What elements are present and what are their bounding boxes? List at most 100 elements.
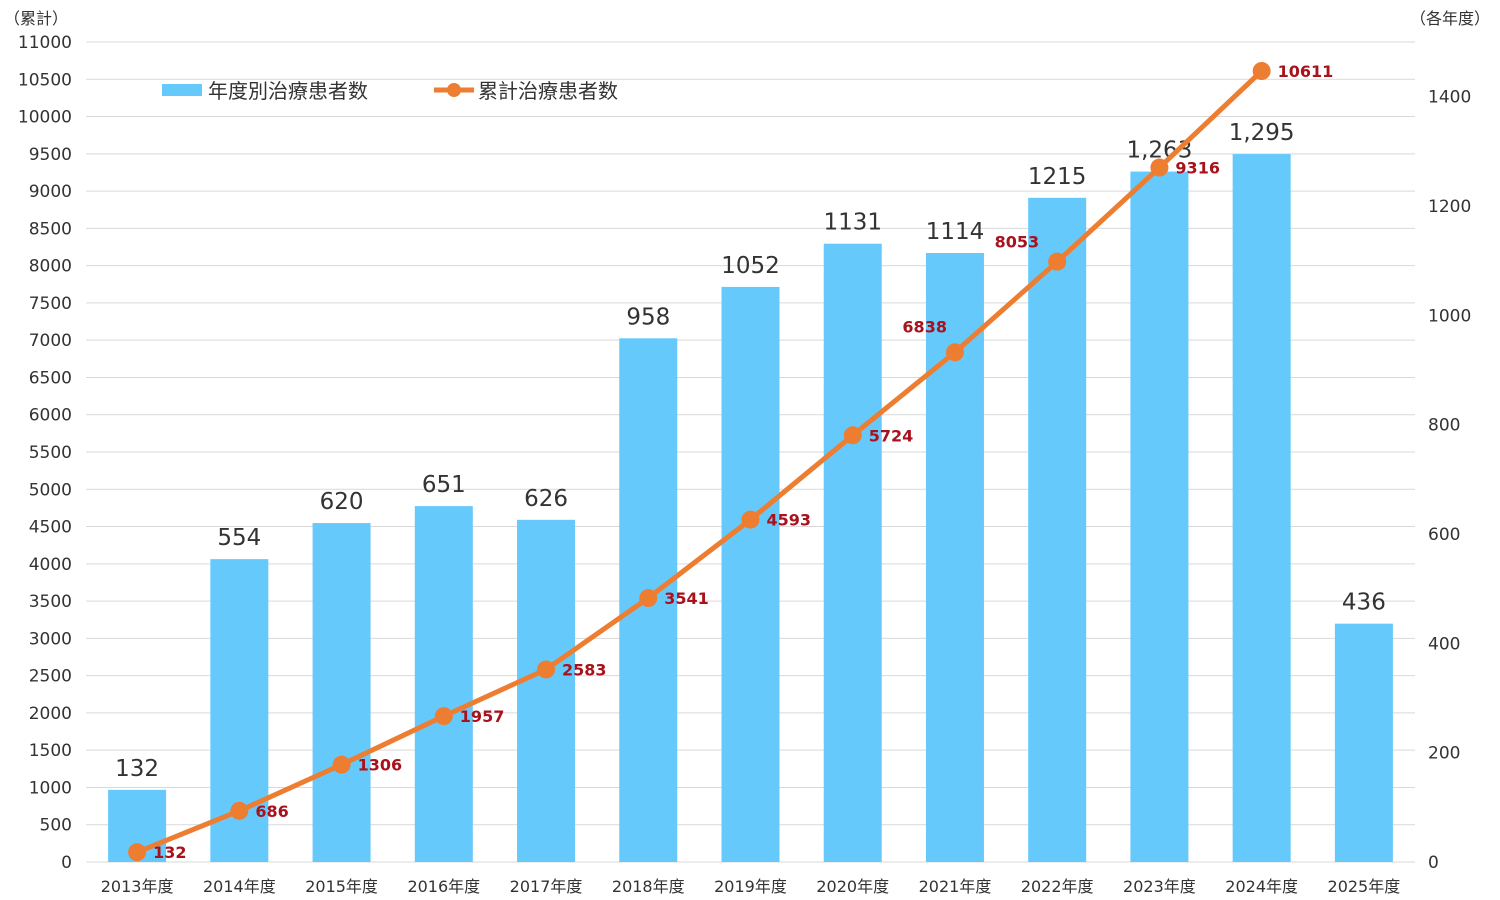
left-tick-label: 9000 [29, 182, 72, 202]
line-point [945, 343, 964, 362]
line-path [136, 69, 1264, 855]
line-point [332, 755, 351, 774]
category-label: 2025年度 [1328, 877, 1401, 896]
bar [721, 286, 780, 862]
left-tick-label: 5500 [29, 443, 72, 463]
bar [1028, 197, 1087, 863]
left-tick-label: 3000 [29, 629, 72, 649]
left-tick-label: 11000 [18, 33, 72, 53]
left-tick-label: 7000 [29, 331, 72, 351]
line-point [843, 426, 862, 445]
line-point [1048, 252, 1067, 271]
bar-value-label: 651 [422, 472, 466, 498]
bar [823, 243, 882, 863]
left-tick-label: 3500 [29, 592, 72, 612]
bar [312, 523, 371, 862]
left-axis-unit-label: （累計） [4, 9, 68, 28]
line-value-label: 9316 [1175, 159, 1220, 178]
line-point [537, 660, 556, 679]
line-value-label: 686 [255, 802, 288, 821]
bar-value-label: 436 [1342, 590, 1386, 616]
right-tick-label: 400 [1428, 634, 1460, 654]
line-value-label: 132 [153, 843, 186, 862]
right-axis-unit-label: （各年度） [1410, 9, 1490, 28]
line-value-label: 1957 [460, 707, 505, 726]
left-tick-label: 10000 [18, 108, 72, 128]
left-tick-label: 2500 [29, 667, 72, 687]
left-tick-label: 500 [40, 816, 72, 836]
category-label: 2021年度 [919, 877, 992, 896]
axes: 0500100015002000250030003500400045005000… [4, 9, 1490, 896]
legend-bar-swatch [162, 84, 202, 96]
bar-value-label: 132 [115, 756, 159, 782]
legend-line-marker [447, 83, 461, 97]
bar-value-label: 1,295 [1229, 120, 1295, 146]
right-tick-label: 200 [1428, 744, 1460, 764]
line-value-label: 6838 [902, 317, 947, 336]
bar-value-label: 958 [626, 304, 670, 330]
legend-bar-label: 年度別治療患者数 [208, 79, 368, 103]
line-point [128, 843, 147, 862]
bar-value-label: 626 [524, 486, 568, 512]
line-value-label: 10611 [1278, 62, 1334, 81]
left-tick-label: 6500 [29, 368, 72, 388]
line-point [639, 589, 658, 608]
bar [414, 506, 473, 862]
right-tick-label: 600 [1428, 525, 1460, 545]
line-value-label: 4593 [767, 511, 812, 530]
bar-value-label: 1052 [721, 253, 780, 279]
category-label: 2022年度 [1021, 877, 1094, 896]
left-tick-label: 8500 [29, 219, 72, 239]
category-label: 2013年度 [101, 877, 174, 896]
left-tick-label: 10500 [18, 70, 72, 90]
category-label: 2016年度 [407, 877, 480, 896]
line-point [1150, 158, 1169, 177]
line-value-label: 2583 [562, 660, 607, 679]
left-tick-label: 7500 [29, 294, 72, 314]
category-label: 2017年度 [510, 877, 583, 896]
line-value-label: 1306 [358, 756, 403, 775]
left-tick-label: 4000 [29, 555, 72, 575]
bar-value-label: 620 [320, 489, 364, 515]
right-tick-label: 0 [1428, 853, 1439, 873]
line-point [434, 707, 453, 726]
bar-value-label: 554 [217, 525, 261, 551]
line-value-label: 8053 [995, 233, 1040, 252]
legend-line-label: 累計治療患者数 [478, 79, 618, 103]
left-tick-label: 9500 [29, 145, 72, 165]
category-label: 2023年度 [1123, 877, 1196, 896]
line-point [1252, 61, 1271, 80]
category-label: 2018年度 [612, 877, 685, 896]
bar-value-label: 1131 [823, 210, 882, 236]
bar [1130, 171, 1189, 862]
right-tick-label: 1200 [1428, 197, 1471, 217]
category-label: 2019年度 [714, 877, 787, 896]
left-tick-label: 4500 [29, 518, 72, 538]
category-label: 2024年度 [1225, 877, 1298, 896]
left-tick-label: 8000 [29, 257, 72, 277]
line-value-label: 5724 [869, 426, 914, 445]
left-tick-label: 0 [61, 853, 72, 873]
right-tick-label: 1000 [1428, 306, 1471, 326]
line-series: 132 686 1306 1957 2583 3541 4593 5724 6838 8053 93… [128, 61, 1334, 862]
left-tick-label: 2000 [29, 704, 72, 724]
bar [517, 519, 576, 862]
line-value-label: 3541 [664, 589, 709, 608]
line-point [230, 801, 249, 820]
bar-value-label: 1114 [926, 219, 985, 245]
bar-value-label: 1215 [1028, 164, 1087, 190]
right-tick-label: 800 [1428, 416, 1460, 436]
legend: 年度別治療患者数 累計治療患者数 [162, 79, 618, 103]
category-label: 2020年度 [816, 877, 889, 896]
category-label: 2015年度 [305, 877, 378, 896]
right-tick-label: 1400 [1428, 88, 1471, 108]
line-point [741, 510, 760, 529]
bar [1232, 154, 1291, 863]
left-tick-label: 1000 [29, 778, 72, 798]
left-tick-label: 6000 [29, 406, 72, 426]
left-tick-label: 1500 [29, 741, 72, 761]
bar [1334, 623, 1393, 862]
